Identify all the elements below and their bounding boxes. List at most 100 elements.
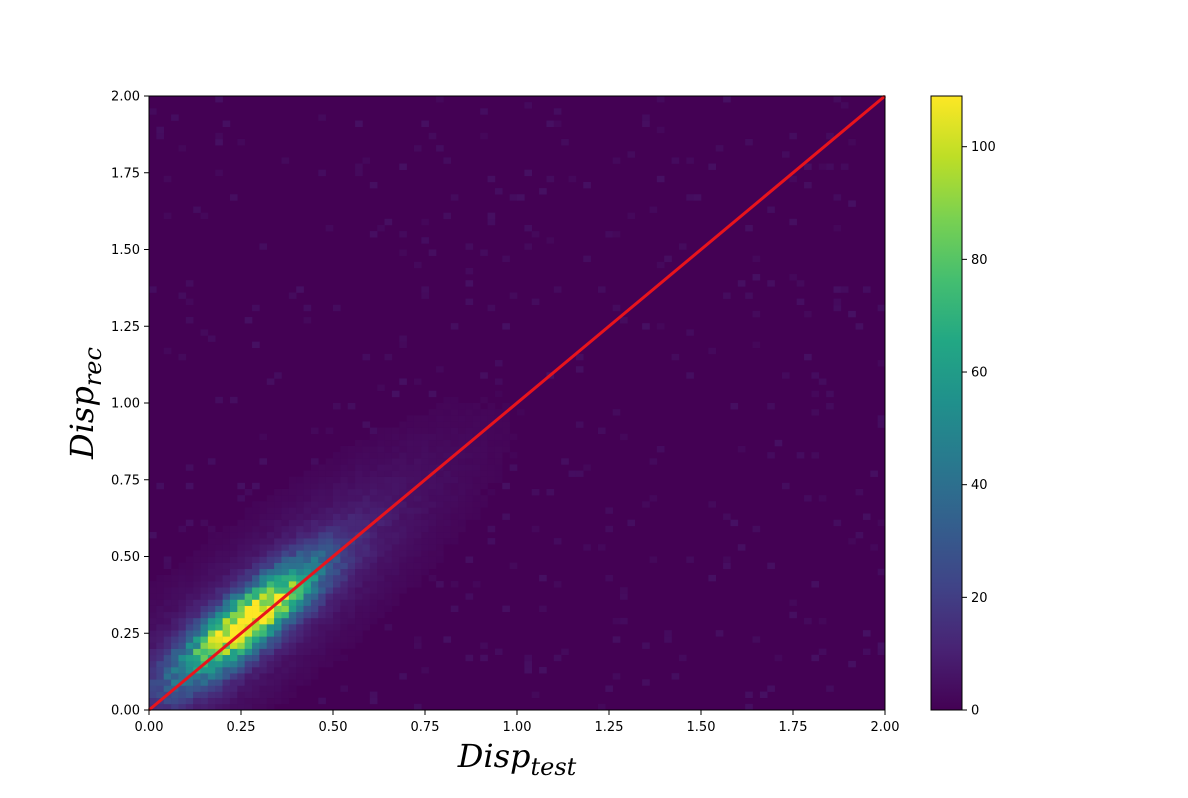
heatmap-bin (185, 617, 194, 625)
heatmap-bin (362, 624, 371, 631)
heatmap-bin (178, 145, 187, 152)
heatmap-bin (465, 433, 474, 441)
heatmap-bin (325, 544, 334, 551)
heatmap-bin (215, 556, 223, 563)
heatmap-bin (200, 562, 209, 570)
heatmap-bin (215, 169, 223, 177)
heatmap-bin (237, 654, 245, 662)
heatmap-bin (259, 654, 268, 662)
heatmap-bin (340, 482, 349, 490)
heatmap-bin (296, 599, 304, 606)
heatmap-bin (568, 470, 577, 477)
heatmap-bin (244, 703, 253, 711)
heatmap-bin (428, 556, 437, 563)
heatmap-bin (450, 194, 459, 201)
heatmap-bin (274, 642, 282, 649)
heatmap-bin (207, 648, 216, 656)
heatmap-bin (296, 679, 304, 686)
heatmap-bin (318, 587, 326, 594)
heatmap-bin (369, 445, 378, 453)
heatmap-bin (826, 132, 834, 140)
heatmap-bin (215, 624, 223, 631)
heatmap-bin (428, 544, 437, 551)
heatmap-bin (436, 145, 444, 152)
heatmap-bin (310, 593, 319, 600)
heatmap-bin (178, 642, 187, 649)
heatmap-bin (347, 556, 356, 563)
heatmap-bin (458, 415, 466, 422)
heatmap-bin (318, 538, 326, 545)
heatmap-bin (377, 605, 385, 613)
heatmap-bin (583, 544, 591, 551)
heatmap-bin (296, 673, 304, 680)
heatmap-bin (472, 458, 481, 465)
heatmap-bin (362, 501, 371, 508)
heatmap-bin (789, 175, 797, 183)
heatmap-bin (185, 280, 194, 287)
heatmap-bin (539, 605, 547, 613)
heatmap-bin (266, 630, 275, 637)
heatmap-bin (325, 531, 334, 539)
heatmap-bin (340, 685, 349, 692)
heatmap-bin (450, 507, 459, 514)
heatmap-bin (333, 513, 341, 520)
heatmap-bin (494, 427, 503, 434)
heatmap-bin (406, 507, 415, 514)
heatmap-bin (288, 550, 297, 557)
heatmap-bin (303, 593, 312, 600)
heatmap-bin (436, 476, 444, 484)
heatmap-bin (281, 617, 290, 625)
heatmap-bin (340, 538, 349, 545)
heatmap-bin (163, 212, 172, 220)
heatmap-bin (347, 452, 356, 459)
heatmap-bin (207, 636, 216, 643)
heatmap-bin (391, 531, 400, 539)
heatmap-bin (310, 611, 319, 619)
heatmap-bin (259, 562, 268, 570)
heatmap-bin (347, 630, 356, 637)
heatmap-bin (252, 654, 260, 662)
heatmap-bin (310, 648, 319, 656)
heatmap-bin (465, 403, 474, 410)
heatmap-bin (178, 624, 187, 631)
heatmap-bin (649, 556, 658, 563)
heatmap-bin (671, 353, 680, 361)
heatmap-bin (185, 660, 194, 668)
heatmap-bin (156, 636, 165, 643)
heatmap-bin (333, 593, 341, 600)
heatmap-bin (553, 654, 562, 662)
heatmap-bin (274, 562, 282, 570)
heatmap-bin (310, 495, 319, 502)
heatmap-bin (406, 501, 415, 508)
heatmap-bin (303, 624, 312, 631)
heatmap-bin (244, 562, 253, 570)
heatmap-bin (848, 138, 856, 146)
heatmap-bin (171, 617, 179, 625)
heatmap-bin (399, 335, 407, 342)
heatmap-bin (333, 630, 341, 637)
heatmap-bin (237, 648, 245, 656)
heatmap-bin (833, 96, 842, 103)
heatmap-bin (796, 452, 805, 459)
heatmap-bin (252, 593, 260, 600)
heatmap-bin (215, 667, 223, 674)
heatmap-bin (333, 544, 341, 551)
heatmap-bin (362, 581, 371, 588)
heatmap-bin (774, 439, 783, 447)
heatmap-bin (347, 636, 356, 643)
heatmap-bin (266, 654, 275, 662)
heatmap-bin (178, 562, 187, 570)
heatmap-bin (428, 458, 437, 465)
heatmap-bin (237, 611, 245, 619)
heatmap-bin (399, 445, 407, 453)
heatmap-bin (244, 679, 253, 686)
heatmap-bin (561, 648, 569, 656)
heatmap-bin (450, 396, 459, 404)
heatmap-bin (296, 495, 304, 502)
heatmap-bin (333, 617, 341, 625)
heatmap-bin (244, 636, 253, 643)
heatmap-bin (391, 556, 400, 563)
heatmap-bin (193, 574, 201, 582)
heatmap-bin (436, 421, 444, 428)
heatmap-bin (193, 636, 201, 643)
